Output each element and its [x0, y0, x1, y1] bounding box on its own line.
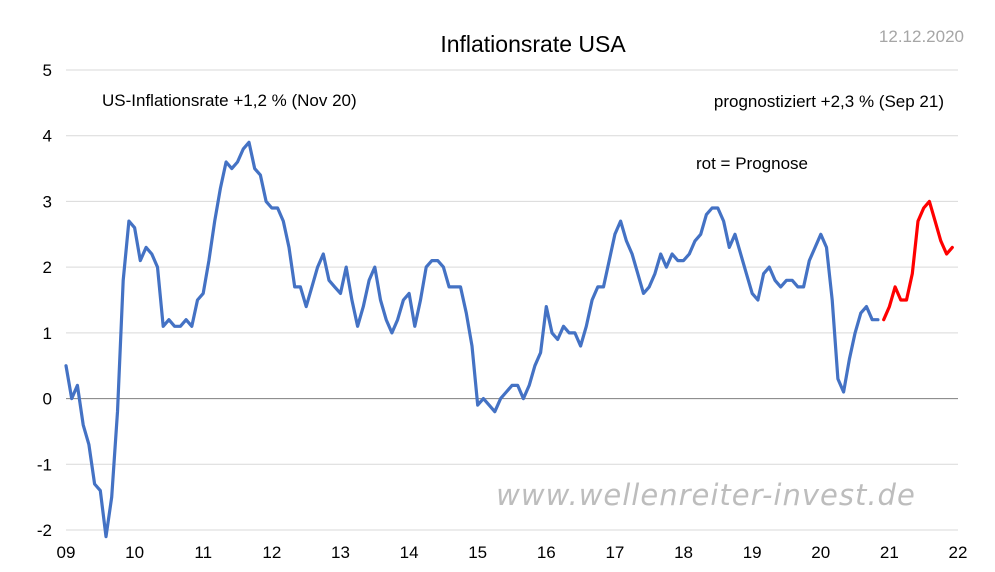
x-tick-label: 09	[57, 543, 76, 562]
y-tick-label: 2	[43, 258, 52, 277]
y-tick-label: 3	[43, 192, 52, 211]
current-inflation-annotation: US-Inflationsrate +1,2 % (Nov 20)	[102, 91, 357, 110]
watermark: www.wellenreiter-invest.de	[496, 478, 916, 512]
y-tick-label: 0	[43, 390, 52, 409]
series-line-prognose	[882, 199, 954, 322]
grid-lines	[66, 69, 958, 531]
x-tick-label: 10	[125, 543, 144, 562]
x-axis-ticks: 09 10 11 12 13 14 15 16 17 18 19 20 21 22	[57, 543, 968, 562]
x-tick-label: 12	[262, 543, 281, 562]
y-tick-label: -2	[37, 521, 52, 540]
x-tick-label: 22	[949, 543, 968, 562]
y-tick-label: 4	[43, 127, 52, 146]
y-axis-ticks: -2 -1 0 1 2 3 4 5	[37, 61, 52, 540]
x-tick-label: 11	[194, 543, 212, 562]
y-tick-label: 1	[43, 324, 52, 343]
x-tick-label: 18	[674, 543, 693, 562]
series-line-us-inflationsrate	[64, 140, 880, 539]
chart-title: Inflationsrate USA	[440, 31, 626, 57]
x-tick-label: 19	[743, 543, 762, 562]
forecast-legend-note: rot = Prognose	[696, 154, 808, 173]
y-tick-label: 5	[43, 61, 52, 80]
x-tick-label: 17	[605, 543, 624, 562]
series-lines	[64, 140, 954, 539]
date-label: 12.12.2020	[879, 27, 964, 46]
y-tick-label: -1	[37, 455, 52, 474]
forecast-annotation: prognostiziert +2,3 % (Sep 21)	[714, 92, 944, 111]
x-tick-label: 14	[400, 543, 419, 562]
x-tick-label: 13	[331, 543, 350, 562]
x-tick-label: 15	[468, 543, 487, 562]
x-tick-label: 16	[537, 543, 556, 562]
x-tick-label: 20	[811, 543, 830, 562]
x-tick-label: 21	[880, 543, 899, 562]
